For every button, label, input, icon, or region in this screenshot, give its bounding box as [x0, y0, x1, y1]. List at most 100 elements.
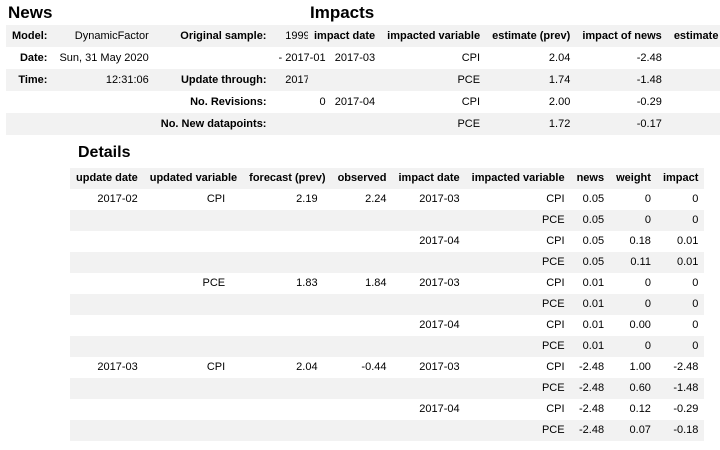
table-cell: [332, 378, 393, 399]
news-section: News Model: DynamicFactor Original sampl…: [6, 3, 332, 135]
table-cell: -2.48: [636, 52, 662, 64]
table-cell: [243, 336, 331, 357]
table-header-row: impact date impacted variable estimate (…: [308, 25, 720, 47]
table-cell: [332, 315, 393, 336]
table-cell: [393, 420, 466, 441]
table-cell: 2017-03: [419, 193, 460, 205]
table-cell: [144, 378, 243, 399]
table-cell: 0.11: [630, 256, 651, 268]
table-cell: 2017-03: [334, 52, 376, 64]
table-cell: -0.17: [636, 118, 662, 130]
table-cell: [332, 420, 393, 441]
column-header: update date: [76, 172, 138, 184]
table-cell: [144, 210, 243, 231]
table-cell: [332, 252, 393, 273]
table-cell: 0.01: [582, 340, 605, 352]
impacts-section-title: Impacts: [310, 3, 375, 22]
table-cell: 3: [319, 118, 326, 130]
table-cell: [243, 420, 331, 441]
table-cell: 2.04: [548, 52, 571, 64]
column-header: forecast (prev): [249, 172, 326, 184]
table-cell: 2017-03: [419, 361, 460, 373]
column-header: impact date: [398, 172, 460, 184]
table-cell: 1.72: [668, 91, 720, 113]
table-cell: Sun, 31 May 2020: [59, 52, 149, 64]
table-cell: [144, 231, 243, 252]
table-row: 2017-04 CPI -2.48 0.12 -0.29: [70, 399, 704, 420]
table-cell: [332, 231, 393, 252]
table-cell: 0.00: [629, 319, 651, 331]
table-cell: 2.24: [365, 193, 387, 205]
table-cell: -2.48: [579, 424, 605, 436]
table-cell: -1.48: [673, 382, 699, 394]
table-cell: [53, 113, 154, 135]
table-cell: PCE: [202, 277, 226, 289]
table-cell: [243, 252, 331, 273]
table-cell: 0: [644, 193, 651, 205]
table-row: PCE -2.48 0.60 -1.48: [70, 378, 705, 399]
table-cell: 0.01: [582, 298, 605, 310]
table-cell: CPI: [206, 193, 226, 205]
table-cell: CPI: [461, 52, 481, 64]
table-cell: [243, 210, 331, 231]
column-header: impacted variable: [471, 172, 565, 184]
table-cell: [308, 113, 381, 135]
table-cell: [393, 210, 466, 231]
table-cell: -2.48: [673, 361, 699, 373]
table-cell: 0.07: [629, 424, 651, 436]
impacts-table: impact date impacted variable estimate (…: [308, 25, 720, 135]
table-cell: -0.29: [636, 96, 662, 108]
table-cell: -0.44: [361, 361, 387, 373]
table-row: Time: 12:31:06 Update through: 2017-04: [6, 69, 332, 91]
table-cell: 2.19: [296, 193, 318, 205]
table-row: 2017-03 CPI 2.04 -2.48 -0.44: [308, 47, 720, 69]
table-cell: Model:: [12, 30, 48, 42]
table-cell: 1999-02: [285, 30, 326, 42]
table-cell: Time:: [18, 74, 48, 86]
table-cell: 0: [319, 96, 326, 108]
table-cell: 2017-04: [419, 235, 460, 247]
table-cell: [70, 420, 144, 441]
table-cell: [70, 336, 144, 357]
table-row: PCE 0.01 0 0: [70, 336, 705, 357]
table-row: PCE -2.48 0.07 -0.18: [70, 420, 705, 441]
table-cell: 2.00: [548, 96, 571, 108]
table-cell: CPI: [461, 96, 481, 108]
table-cell: [332, 336, 393, 357]
column-header: weight: [616, 172, 651, 184]
table-cell: 0: [692, 298, 699, 310]
table-cell: PCE: [541, 214, 565, 226]
table-cell: [332, 399, 393, 420]
table-cell: 0.05: [582, 193, 605, 205]
column-header: estimate (new): [673, 30, 720, 42]
table-row: 2017-04 CPI 0.01 0.00 0: [70, 315, 704, 336]
table-cell: 0.05: [582, 235, 605, 247]
table-cell: [53, 91, 154, 113]
table-cell: [144, 399, 243, 420]
table-cell: [243, 294, 331, 315]
table-row: 2017-04 CPI 0.05 0.18 0.01: [70, 231, 704, 252]
table-cell: No. New datapoints:: [160, 118, 267, 130]
table-row: 2017-04 CPI 2.00 -0.29 1.72: [308, 91, 720, 113]
table-row: Model: DynamicFactor Original sample: 19…: [6, 25, 332, 47]
table-cell: 2017-04: [334, 96, 376, 108]
table-cell: CPI: [546, 361, 565, 373]
table-cell: [393, 378, 466, 399]
table-cell: CPI: [546, 235, 565, 247]
news-summary-table: Model: DynamicFactor Original sample: 19…: [6, 25, 332, 135]
table-cell: 0.01: [582, 277, 605, 289]
table-row: No. Revisions: 0: [6, 91, 332, 113]
table-cell: [144, 294, 243, 315]
table-cell: Original sample:: [180, 30, 267, 42]
table-cell: 1.84: [365, 277, 387, 289]
table-cell: No. Revisions:: [190, 96, 267, 108]
column-header: observed: [337, 172, 387, 184]
table-cell: [70, 294, 144, 315]
table-cell: [243, 399, 331, 420]
table-row: PCE 1.74 -1.48 0.26: [308, 69, 720, 91]
table-cell: [144, 315, 243, 336]
table-cell: [70, 315, 144, 336]
table-cell: CPI: [546, 277, 565, 289]
table-cell: [70, 273, 144, 294]
